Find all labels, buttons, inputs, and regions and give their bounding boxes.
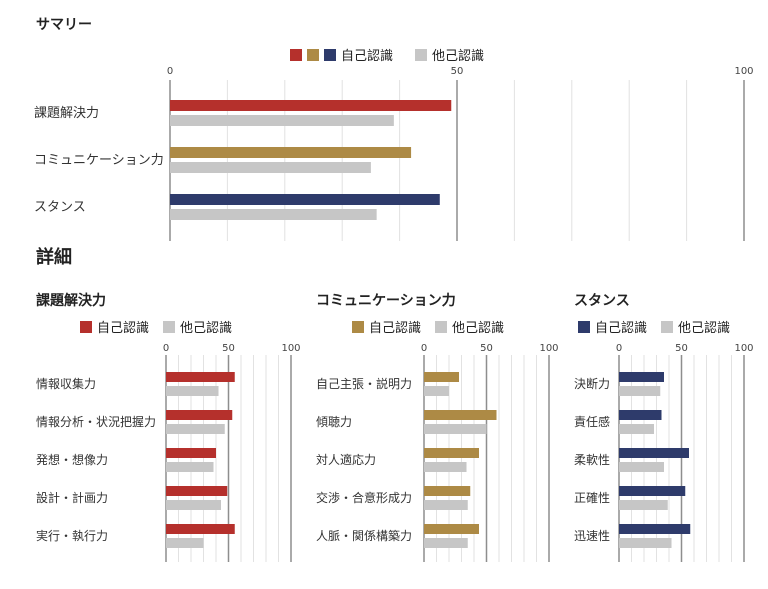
category-label: 自己主張・説明力: [316, 376, 412, 391]
category-label: 人脈・関係構築力: [316, 528, 412, 543]
bar-self: [424, 448, 479, 458]
bar-self: [166, 448, 216, 458]
kadai-title: 課題解決力: [36, 293, 106, 309]
legend-swatch-self: [80, 320, 92, 333]
legend-swatch-red: [290, 48, 302, 61]
bar-other: [170, 115, 394, 126]
tick-label: 0: [616, 343, 622, 354]
bar-other: [170, 209, 377, 220]
bar-other: [424, 538, 468, 548]
legend-self-label: 自己認識: [341, 49, 394, 64]
bar-self: [619, 524, 691, 534]
legend-other-label: 他己認識: [180, 321, 233, 336]
bar-other: [166, 538, 204, 548]
category-label: スタンス: [34, 200, 86, 215]
bar-other: [619, 538, 672, 548]
category-label: 交渉・合意形成力: [316, 490, 412, 505]
category-label: 発想・想像力: [36, 452, 108, 467]
legend-swatch-self: [352, 320, 364, 333]
category-label: 迅速性: [574, 529, 610, 543]
bar-other: [424, 462, 467, 472]
legend-other-label: 他己認識: [432, 49, 485, 64]
bar-self: [424, 372, 459, 382]
legend-other-label: 他己認識: [452, 321, 505, 336]
bar-self: [619, 410, 662, 420]
category-label: 情報収集力: [36, 376, 96, 391]
bar-other: [619, 424, 654, 434]
bar-self: [170, 147, 412, 158]
kadai-legend: 自己認識 他己認識: [80, 317, 246, 336]
legend-swatch-other: [435, 320, 448, 333]
tick-label: 100: [539, 343, 558, 354]
tick-label: 50: [222, 343, 235, 354]
comm-title: コミュニケーション力: [316, 293, 456, 309]
legend-self-label: 自己認識: [595, 321, 648, 336]
bar-self: [166, 524, 235, 534]
legend-self-label: 自己認識: [369, 321, 422, 336]
legend-swatch-navy: [324, 48, 336, 61]
category-label: 情報分析・状況把握力: [36, 414, 156, 429]
category-label: 責任感: [574, 414, 610, 429]
bar-other: [166, 500, 221, 510]
legend-swatch-gold: [307, 48, 319, 61]
stance-legend: 自己認識 他己認識: [578, 317, 730, 336]
bar-other: [170, 162, 371, 173]
summary-title: サマリー: [36, 17, 92, 33]
legend-swatch-self: [578, 320, 590, 333]
legend-swatch-other: [661, 320, 674, 333]
bar-other: [166, 386, 219, 396]
bar-other: [424, 424, 487, 434]
bar-self: [170, 100, 452, 111]
detail-title: 詳細: [36, 247, 72, 268]
tick-label: 50: [675, 343, 688, 354]
tick-label: 100: [734, 66, 753, 77]
tick-label: 0: [421, 343, 427, 354]
category-label: 傾聴力: [316, 415, 352, 429]
bar-other: [166, 424, 225, 434]
category-label: 柔軟性: [574, 452, 610, 467]
bar-self: [166, 372, 235, 382]
category-label: 決断力: [574, 376, 610, 391]
summary-legend: 自己認識 他己認識: [290, 45, 484, 64]
bar-other: [619, 386, 661, 396]
bar-other: [424, 500, 468, 510]
category-label: 対人適応力: [316, 452, 376, 467]
comm-legend: 自己認識 他己認識: [352, 317, 518, 336]
bar-self: [424, 410, 497, 420]
bar-self: [166, 410, 233, 420]
bar-self: [619, 448, 689, 458]
category-label: コミュニケーション力: [34, 153, 164, 168]
legend-swatch-other: [163, 320, 176, 333]
tick-label: 0: [167, 66, 173, 77]
legend-other-label: 他己認識: [678, 321, 731, 336]
category-label: 課題解決力: [34, 105, 99, 121]
bar-other: [619, 500, 668, 510]
tick-label: 100: [734, 343, 753, 354]
bar-self: [170, 194, 440, 205]
bar-other: [166, 462, 214, 472]
legend-self-label: 自己認識: [97, 321, 150, 336]
bar-other: [619, 462, 664, 472]
bar-self: [424, 486, 471, 496]
bar-self: [619, 372, 664, 382]
category-label: 正確性: [574, 490, 610, 505]
category-label: 実行・執行力: [36, 528, 108, 543]
tick-label: 50: [451, 66, 464, 77]
tick-label: 100: [281, 343, 300, 354]
bar-other: [424, 386, 449, 396]
category-label: 設計・計画力: [36, 490, 108, 505]
bar-self: [166, 486, 228, 496]
tick-label: 0: [163, 343, 169, 354]
bar-self: [424, 524, 479, 534]
tick-label: 50: [480, 343, 493, 354]
bar-self: [619, 486, 686, 496]
legend-swatch-gray: [415, 48, 428, 61]
stance-title: スタンス: [574, 293, 630, 309]
